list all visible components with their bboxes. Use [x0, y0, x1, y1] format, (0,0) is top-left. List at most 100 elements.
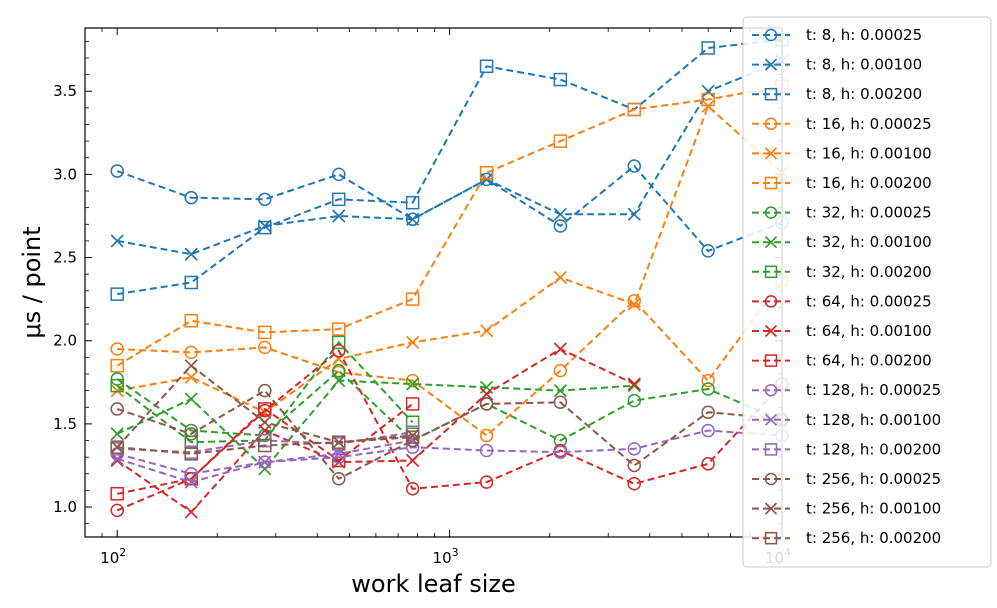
data-point [479, 387, 494, 401]
data-point [764, 531, 778, 545]
legend-entry: t: 16, h: 0.00025 [752, 115, 932, 133]
data-point [184, 314, 198, 328]
data-point [553, 395, 568, 410]
axis-ticks: 1.01.52.02.53.03.5102103104 [53, 28, 791, 567]
data-point [764, 176, 778, 190]
data-point [627, 393, 642, 408]
data-point [479, 59, 494, 74]
legend-label: t: 8, h: 0.00025 [806, 26, 922, 44]
data-point [764, 383, 778, 397]
data-point [110, 427, 124, 441]
data-point [258, 325, 272, 340]
legend-entry: t: 32, h: 0.00025 [752, 204, 932, 222]
data-point [405, 195, 420, 210]
series-line [110, 430, 420, 461]
data-point [110, 503, 124, 518]
data-point [184, 472, 198, 486]
data-point [701, 423, 715, 438]
data-point [406, 377, 420, 391]
data-point [764, 413, 778, 426]
legend-label: t: 64, h: 0.00100 [806, 322, 932, 340]
data-point [258, 192, 272, 207]
data-point [110, 164, 124, 178]
data-point [184, 345, 198, 360]
data-point [110, 378, 124, 393]
legend-entry: t: 128, h: 0.00025 [752, 381, 941, 399]
data-point [627, 294, 642, 308]
data-point [258, 405, 272, 419]
legend-label: t: 64, h: 0.00200 [806, 352, 932, 370]
data-point [110, 402, 124, 416]
data-point [764, 147, 778, 160]
data-point [479, 165, 494, 180]
data-point [553, 270, 567, 285]
data-point [553, 445, 568, 459]
legend-label: t: 256, h: 0.00025 [806, 470, 941, 488]
data-point [553, 72, 568, 87]
legend-entry: t: 256, h: 0.00200 [752, 529, 941, 547]
legend-label: t: 128, h: 0.00100 [806, 411, 941, 429]
data-point [184, 427, 198, 441]
data-point [332, 167, 346, 182]
data-point [553, 363, 568, 378]
data-point [110, 234, 124, 248]
data-point [110, 358, 124, 373]
data-point [405, 212, 420, 227]
legend: t: 8, h: 0.00025 t: 8, h: 0.00100 t: 8, h:… [742, 16, 992, 568]
legend-entry: t: 16, h: 0.00100 [752, 144, 932, 162]
legend-label: t: 32, h: 0.00100 [806, 233, 932, 251]
data-point [627, 477, 642, 491]
data-series [110, 32, 789, 519]
legend-entry: t: 64, h: 0.00100 [752, 322, 932, 340]
legend-entry: t: 8, h: 0.00200 [752, 85, 922, 103]
data-point [110, 384, 124, 398]
data-point [406, 212, 420, 226]
data-point [110, 342, 124, 356]
data-point [764, 117, 778, 131]
data-point [764, 324, 778, 338]
legend-entry: t: 256, h: 0.00025 [752, 470, 941, 488]
data-point [184, 247, 198, 261]
data-point [764, 265, 778, 279]
data-point [184, 447, 198, 461]
legend-label: t: 16, h: 0.00100 [806, 144, 932, 162]
data-point [764, 28, 778, 42]
data-point [764, 443, 778, 456]
data-point [184, 275, 198, 290]
legend-label: t: 64, h: 0.00025 [806, 292, 932, 310]
legend-entry: t: 64, h: 0.00025 [752, 292, 932, 310]
data-point [332, 322, 346, 336]
data-point [627, 159, 642, 173]
y-tick-label: 3.0 [53, 165, 77, 183]
data-point [258, 383, 272, 398]
data-point [627, 207, 641, 221]
y-tick-label: 2.0 [53, 332, 77, 350]
series-path [116, 439, 413, 484]
series-path [116, 389, 783, 481]
data-point [332, 472, 346, 486]
plot-frame [84, 27, 783, 538]
data-point [479, 397, 494, 411]
series-path [117, 38, 783, 296]
series-line [110, 274, 789, 443]
legend-label: t: 16, h: 0.00200 [806, 174, 932, 192]
data-point [405, 430, 420, 444]
data-point [405, 292, 420, 306]
legend-label: t: 16, h: 0.00025 [806, 115, 932, 133]
data-point [405, 373, 420, 388]
data-point [110, 287, 124, 301]
series-path [117, 403, 414, 495]
legend-label: t: 128, h: 0.00025 [806, 381, 941, 399]
data-point [258, 402, 272, 416]
series-line [110, 397, 420, 501]
series-path [117, 60, 783, 256]
legend-box [742, 16, 992, 568]
x-axis-title: work leaf size [351, 570, 515, 598]
x-tick-label: 102 [100, 546, 126, 567]
data-point [701, 405, 715, 419]
data-point [764, 472, 778, 486]
legend-entry: t: 256, h: 0.00100 [752, 500, 941, 518]
data-point [701, 84, 715, 98]
legend-label: t: 8, h: 0.00100 [806, 56, 922, 74]
